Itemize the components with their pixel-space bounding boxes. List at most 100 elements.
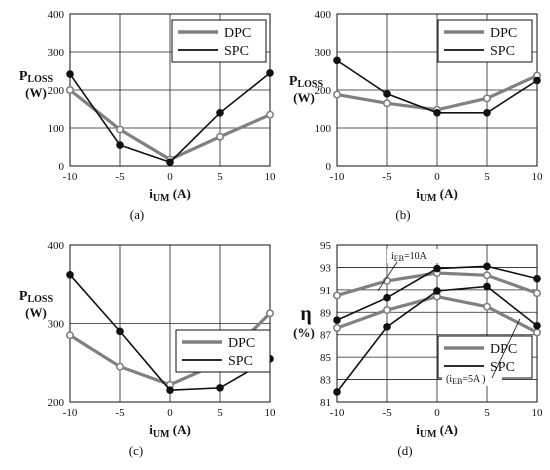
y-tick-label: 81 <box>320 397 331 409</box>
y-tick-label: 93 <box>320 262 332 274</box>
data-point <box>483 282 491 291</box>
data-point <box>433 287 441 295</box>
x-tick-label: 10 <box>532 171 544 183</box>
y-axis-label: PLOSS <box>19 289 54 305</box>
legend-label-dpc: DPC <box>490 342 517 357</box>
x-axis-label-sub: UM <box>153 429 170 440</box>
data-point <box>66 331 75 340</box>
data-point <box>483 262 491 271</box>
x-tick-label: 5 <box>484 407 490 419</box>
annotation-bg <box>387 249 447 263</box>
x-tick-label: 5 <box>217 407 223 419</box>
data-point <box>333 56 341 65</box>
y-tick-label: 83 <box>320 375 332 387</box>
data-point <box>332 323 341 332</box>
series-spc <box>66 69 274 166</box>
panel-caption: (a) <box>130 207 144 222</box>
y-axis-label: η <box>300 303 311 325</box>
data-point <box>116 141 124 149</box>
y-tick-label: 400 <box>48 240 65 252</box>
x-axis-label-main: i <box>149 422 153 437</box>
y-tick-label: 200 <box>48 397 65 409</box>
legend-box <box>175 329 271 373</box>
data-point <box>166 158 174 166</box>
legend-label-spc: SPC <box>490 44 515 59</box>
data-point <box>482 302 491 311</box>
curve-annotation: (iEB=5A ) <box>442 318 521 386</box>
data-point <box>383 90 391 98</box>
data-point <box>216 109 224 117</box>
legend-label-spc: SPC <box>490 360 515 375</box>
y-tick-label: 300 <box>315 47 332 59</box>
x-tick-label: -10 <box>330 171 345 183</box>
y-axis-unit: (%) <box>293 325 315 340</box>
y-axis-label-sub: LOSS <box>297 79 323 90</box>
legend-box <box>437 19 533 63</box>
data-point <box>266 69 274 77</box>
data-point <box>66 70 74 78</box>
series-dpc <box>332 292 541 337</box>
data-point <box>383 293 391 302</box>
data-point <box>116 125 125 134</box>
x-axis-label-sub: UM <box>420 193 437 204</box>
data-point <box>166 386 174 395</box>
data-point <box>483 109 491 117</box>
series-spc <box>333 282 541 396</box>
y-axis-label-main: P <box>19 69 28 84</box>
x-tick-label: 0 <box>434 171 440 183</box>
x-tick-label: 0 <box>434 407 440 419</box>
x-tick-label: 10 <box>265 407 277 419</box>
annotation-text: iEB=10A <box>391 251 428 263</box>
panel-caption: (d) <box>397 443 412 458</box>
data-point <box>265 309 274 318</box>
x-axis-label: iUM (A) <box>416 186 458 204</box>
series-spc <box>333 56 541 117</box>
x-axis-label-sub: UM <box>420 429 437 440</box>
y-axis-unit: (W) <box>25 305 47 320</box>
y-tick-label: 300 <box>48 47 65 59</box>
x-tick-label: 5 <box>484 171 490 183</box>
panel-caption: (b) <box>395 207 410 222</box>
legend: DPC SPC <box>171 19 267 63</box>
x-tick-label: -10 <box>63 407 78 419</box>
data-point <box>116 362 125 371</box>
x-axis-label-unit: (A) <box>170 186 191 201</box>
y-axis-label-main: P <box>289 74 298 89</box>
curve-annotation: iEB=10A <box>377 249 447 292</box>
legend: DPC SPC <box>437 335 533 379</box>
x-axis-label: iUM (A) <box>416 422 458 440</box>
legend-box <box>171 19 267 63</box>
y-tick-label: 85 <box>320 352 332 364</box>
plot-frame <box>336 13 538 167</box>
legend-label-dpc: DPC <box>224 26 251 41</box>
data-point <box>532 328 541 337</box>
grid <box>69 244 271 403</box>
x-axis-label-unit: (A) <box>437 186 458 201</box>
data-point <box>382 99 391 108</box>
y-tick-label: 0 <box>59 161 65 173</box>
x-axis-label-sub: UM <box>153 193 170 204</box>
annotation-text: (iEB=5A ) <box>446 374 485 386</box>
y-axis-label-main: η <box>300 303 311 325</box>
data-point <box>66 86 75 95</box>
legend-box <box>437 335 533 379</box>
data-point <box>533 274 541 283</box>
y-tick-label: 95 <box>320 240 332 252</box>
legend-label-spc: SPC <box>224 44 249 59</box>
data-point <box>333 388 341 396</box>
x-tick-label: -10 <box>63 171 78 183</box>
legend: DPC SPC <box>437 19 533 63</box>
legend-label-spc: SPC <box>228 354 253 369</box>
x-axis-label-main: i <box>416 422 420 437</box>
y-tick-label: 400 <box>315 9 332 21</box>
series-spc <box>333 262 541 324</box>
x-tick-label: 10 <box>532 407 544 419</box>
data-point <box>265 110 274 119</box>
data-point <box>482 271 491 280</box>
x-tick-label: 0 <box>167 171 173 183</box>
annotation-leader <box>377 261 398 292</box>
y-axis-label-main: P <box>19 289 28 304</box>
y-axis-unit: (W) <box>293 90 315 105</box>
x-tick-label: -5 <box>115 171 125 183</box>
data-point <box>482 94 491 103</box>
